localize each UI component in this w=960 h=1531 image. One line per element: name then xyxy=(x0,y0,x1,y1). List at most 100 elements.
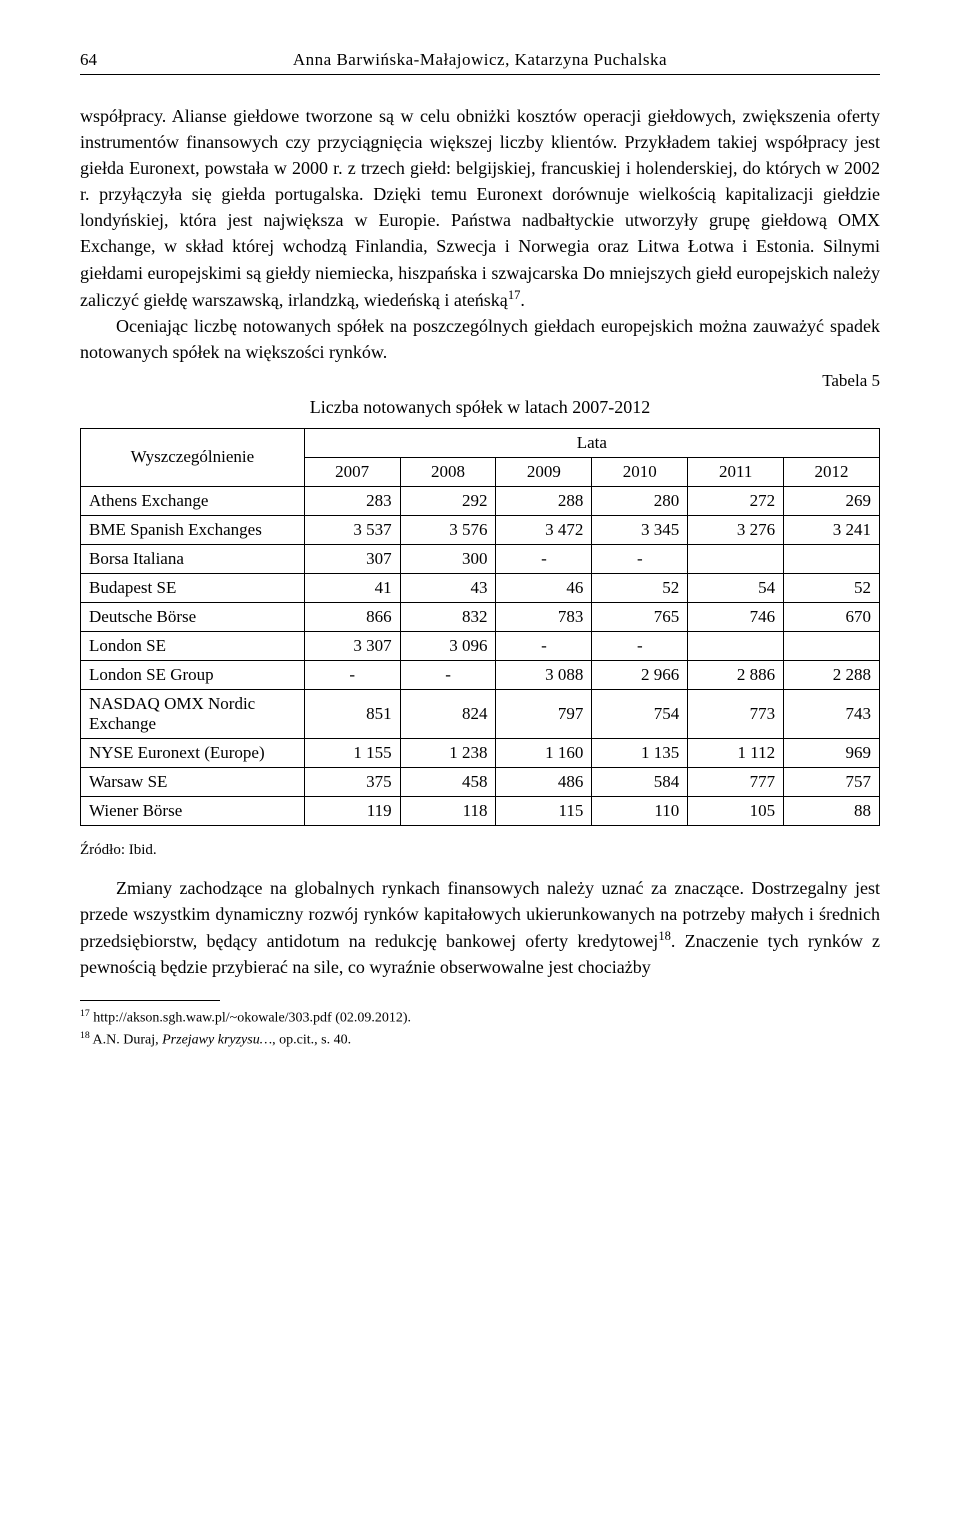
cell: 866 xyxy=(304,602,400,631)
year-1: 2008 xyxy=(400,457,496,486)
row-label: BME Spanish Exchanges xyxy=(81,515,305,544)
cell: 1 155 xyxy=(304,738,400,767)
cell: 288 xyxy=(496,486,592,515)
cell: 3 276 xyxy=(688,515,784,544)
footnote-18-num: 18 xyxy=(80,1030,90,1041)
row-label: Wiener Börse xyxy=(81,796,305,825)
footnotes: 17 http://akson.sgh.waw.pl/~okowale/303.… xyxy=(80,1007,880,1051)
year-3: 2010 xyxy=(592,457,688,486)
cell: 746 xyxy=(688,602,784,631)
cell: 3 537 xyxy=(304,515,400,544)
cell: 783 xyxy=(496,602,592,631)
cell: 797 xyxy=(496,689,592,738)
cell: 2 886 xyxy=(688,660,784,689)
table-row: Borsa Italiana307300-- xyxy=(81,544,880,573)
cell: 2 966 xyxy=(592,660,688,689)
footnote-17-text: http://akson.sgh.waw.pl/~okowale/303.pdf… xyxy=(90,1011,411,1026)
cell: 88 xyxy=(784,796,880,825)
footnote-rule xyxy=(80,1000,220,1001)
cell: 41 xyxy=(304,573,400,602)
table-label: Tabela 5 xyxy=(80,371,880,391)
row-label: Warsaw SE xyxy=(81,767,305,796)
cell: 280 xyxy=(592,486,688,515)
page-number: 64 xyxy=(80,50,120,70)
footnote-ref-18: 18 xyxy=(658,929,671,943)
year-0: 2007 xyxy=(304,457,400,486)
cell: 307 xyxy=(304,544,400,573)
table-source: Źródło: Ibid. xyxy=(80,842,880,859)
row-label: Budapest SE xyxy=(81,573,305,602)
cell: 115 xyxy=(496,796,592,825)
cell: - xyxy=(400,660,496,689)
year-5: 2012 xyxy=(784,457,880,486)
cell: 272 xyxy=(688,486,784,515)
cell: 375 xyxy=(304,767,400,796)
cell: 52 xyxy=(784,573,880,602)
cell: 824 xyxy=(400,689,496,738)
paragraph-3: Zmiany zachodzące na globalnych rynkach … xyxy=(80,875,880,980)
row-label: NASDAQ OMX Nordic Exchange xyxy=(81,689,305,738)
footnote-18-text-b: , op.cit., s. 40. xyxy=(272,1033,351,1048)
cell xyxy=(688,544,784,573)
cell: 1 238 xyxy=(400,738,496,767)
cell: 458 xyxy=(400,767,496,796)
row-label: Deutsche Börse xyxy=(81,602,305,631)
cell: 486 xyxy=(496,767,592,796)
cell: 777 xyxy=(688,767,784,796)
cell: 283 xyxy=(304,486,400,515)
cell: - xyxy=(304,660,400,689)
cell: 773 xyxy=(688,689,784,738)
cell: 2 288 xyxy=(784,660,880,689)
cell: 3 345 xyxy=(592,515,688,544)
cell: 269 xyxy=(784,486,880,515)
cell: 832 xyxy=(400,602,496,631)
cell: 584 xyxy=(592,767,688,796)
table-row: London SE3 3073 096-- xyxy=(81,631,880,660)
cell: - xyxy=(496,544,592,573)
paragraph-1-tail: . xyxy=(520,290,525,310)
cell: 300 xyxy=(400,544,496,573)
table-row: London SE Group--3 0882 9662 8862 288 xyxy=(81,660,880,689)
body-text-block-1: współpracy. Alianse giełdowe tworzone są… xyxy=(80,103,880,365)
cell: 1 160 xyxy=(496,738,592,767)
running-header: 64 Anna Barwińska-Małajowicz, Katarzyna … xyxy=(80,50,880,75)
table-row: Warsaw SE375458486584777757 xyxy=(81,767,880,796)
header-authors: Anna Barwińska-Małajowicz, Katarzyna Puc… xyxy=(120,50,840,70)
cell: - xyxy=(592,631,688,660)
col-header-group: Lata xyxy=(304,428,879,457)
table-title: Liczba notowanych spółek w latach 2007-2… xyxy=(80,397,880,418)
cell: 743 xyxy=(784,689,880,738)
row-label: Athens Exchange xyxy=(81,486,305,515)
table-row: Deutsche Börse866832783765746670 xyxy=(81,602,880,631)
cell: 1 135 xyxy=(592,738,688,767)
table-head: Wyszczególnienie Lata 2007 2008 2009 201… xyxy=(81,428,880,486)
table-row: NYSE Euronext (Europe)1 1551 2381 1601 1… xyxy=(81,738,880,767)
cell: 292 xyxy=(400,486,496,515)
cell: 3 576 xyxy=(400,515,496,544)
body-text-block-2: Zmiany zachodzące na globalnych rynkach … xyxy=(80,875,880,980)
year-2: 2009 xyxy=(496,457,592,486)
table-row: NASDAQ OMX Nordic Exchange85182479775477… xyxy=(81,689,880,738)
data-table: Wyszczególnienie Lata 2007 2008 2009 201… xyxy=(80,428,880,826)
cell xyxy=(784,544,880,573)
cell xyxy=(688,631,784,660)
cell xyxy=(784,631,880,660)
cell: 43 xyxy=(400,573,496,602)
cell: 3 307 xyxy=(304,631,400,660)
footnote-17-num: 17 xyxy=(80,1008,90,1019)
footnote-18-text-a: A.N. Duraj, xyxy=(90,1033,162,1048)
row-label: London SE Group xyxy=(81,660,305,689)
cell: - xyxy=(592,544,688,573)
cell: 765 xyxy=(592,602,688,631)
cell: 110 xyxy=(592,796,688,825)
cell: 52 xyxy=(592,573,688,602)
row-label: NYSE Euronext (Europe) xyxy=(81,738,305,767)
cell: 1 112 xyxy=(688,738,784,767)
cell: 3 096 xyxy=(400,631,496,660)
footnote-18: 18 A.N. Duraj, Przejawy kryzysu…, op.cit… xyxy=(80,1029,880,1051)
footnote-18-text-em: Przejawy kryzysu… xyxy=(162,1033,272,1048)
footnote-ref-17: 17 xyxy=(508,288,521,302)
table-header-row-1: Wyszczególnienie Lata xyxy=(81,428,880,457)
cell: 969 xyxy=(784,738,880,767)
cell: 670 xyxy=(784,602,880,631)
